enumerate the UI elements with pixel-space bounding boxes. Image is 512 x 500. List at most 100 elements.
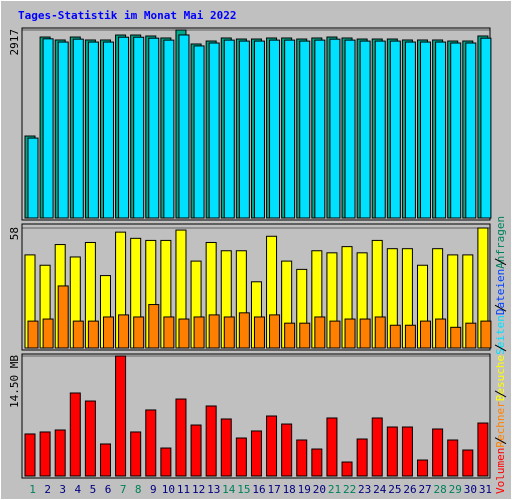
bar [193, 45, 205, 219]
bar [84, 400, 96, 477]
bar [27, 320, 39, 349]
bar [374, 40, 386, 219]
y-tick-label: 14.50 MB [8, 355, 21, 408]
x-tick-label: 20 [313, 483, 326, 496]
x-tick-label: 4 [75, 483, 82, 496]
x-tick-label: 5 [90, 483, 97, 496]
x-tick-label: 13 [207, 483, 220, 496]
legend-label: Volumen [494, 448, 507, 494]
bar [133, 316, 145, 349]
bar [404, 324, 416, 349]
bar [27, 137, 39, 219]
bar [223, 39, 235, 219]
x-tick-label: 25 [388, 483, 401, 496]
bar [404, 41, 416, 219]
bar [39, 431, 51, 477]
bar [269, 314, 281, 349]
bar [163, 316, 175, 349]
bar [465, 42, 477, 219]
bar [238, 40, 250, 219]
bar [223, 316, 235, 349]
bar [253, 40, 265, 219]
x-tick-label: 3 [59, 483, 66, 496]
bar [118, 36, 130, 219]
x-tick-label: 11 [177, 483, 190, 496]
bar [205, 405, 217, 477]
bar [145, 409, 157, 477]
bar [208, 314, 220, 349]
bar [284, 39, 296, 219]
bar [42, 38, 54, 219]
bar [329, 320, 341, 349]
bar [435, 318, 447, 349]
bar [284, 322, 296, 349]
x-tick-label: 19 [298, 483, 311, 496]
x-tick-label: 21 [328, 483, 341, 496]
legend-separator [494, 390, 507, 398]
legend-label: Seiten [494, 315, 507, 355]
x-tick-label: 27 [418, 483, 431, 496]
x-tick-label: 24 [373, 483, 387, 496]
bar [72, 320, 84, 349]
bar [420, 320, 432, 349]
bar [102, 316, 114, 349]
bar [329, 38, 341, 219]
bar [148, 304, 160, 349]
bar [208, 42, 220, 219]
x-tick-label: 1 [29, 483, 36, 496]
bar [314, 316, 326, 349]
x-tick-label: 14 [222, 483, 236, 496]
x-tick-label: 8 [135, 483, 142, 496]
bar [148, 37, 160, 219]
bar [57, 41, 69, 219]
bar [450, 42, 462, 219]
x-tick-label: 6 [105, 483, 112, 496]
bar [462, 449, 474, 477]
y-tick-label: 58 [8, 227, 21, 240]
bar [432, 428, 444, 477]
bar [386, 426, 398, 477]
bar [480, 37, 492, 219]
bar [389, 324, 401, 349]
bar [72, 38, 84, 219]
bar [417, 459, 429, 477]
bar [374, 316, 386, 349]
bar [389, 40, 401, 219]
bar [99, 443, 111, 477]
legend-separator [494, 258, 507, 266]
bar [87, 320, 99, 349]
bar [296, 439, 308, 477]
x-tick-label: 9 [150, 483, 157, 496]
bar [269, 39, 281, 219]
bar [57, 285, 69, 349]
x-tick-label: 15 [237, 483, 250, 496]
bar [87, 41, 99, 219]
x-tick-label: 30 [464, 483, 477, 496]
bar [220, 418, 232, 477]
x-tick-label: 12 [192, 483, 205, 496]
bar [235, 437, 247, 477]
bar [118, 314, 130, 349]
bar [299, 40, 311, 219]
legend-label: Besuche [494, 355, 507, 401]
bar [193, 316, 205, 349]
bar [477, 422, 489, 477]
bar [344, 318, 356, 349]
bar [356, 438, 368, 477]
bar [115, 355, 127, 477]
bar [359, 318, 371, 349]
bar [311, 448, 323, 477]
x-tick-label: 31 [479, 483, 492, 496]
bar [190, 424, 202, 477]
bar [238, 312, 250, 349]
bar [420, 41, 432, 219]
bar [480, 320, 492, 349]
bar [281, 423, 293, 477]
bar [175, 398, 187, 477]
chart-title: Tages-Statistik im Monat Mai 2022 [18, 9, 237, 22]
bar [42, 318, 54, 349]
x-tick-label: 29 [449, 483, 462, 496]
bar [371, 417, 383, 477]
bar [299, 322, 311, 349]
